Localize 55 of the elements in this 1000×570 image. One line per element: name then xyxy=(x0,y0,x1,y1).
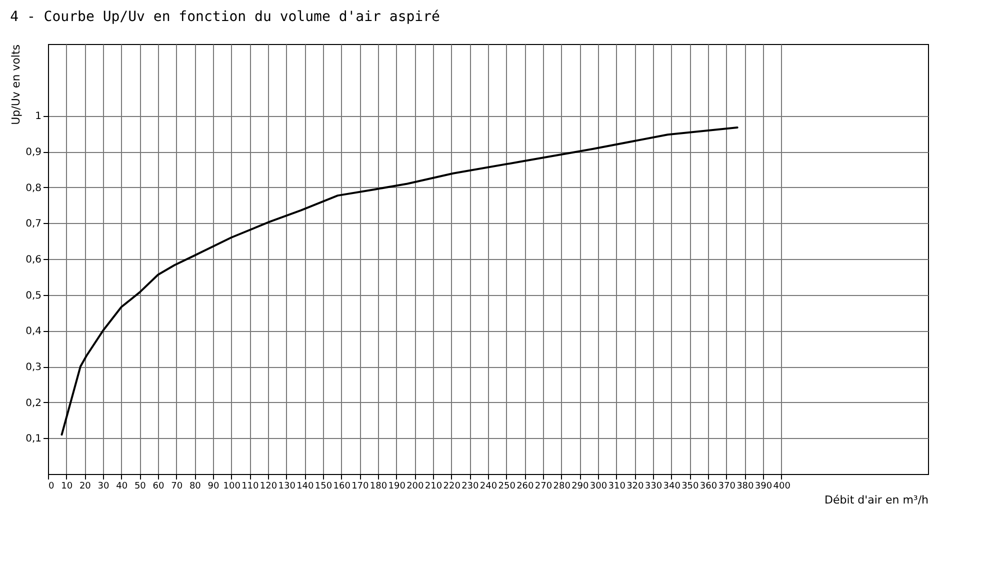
x-tick-label: 160 xyxy=(333,482,351,492)
y-tick-label: 0,1 xyxy=(26,434,42,445)
x-tick-label: 30 xyxy=(98,482,110,492)
x-tick-label: 0 xyxy=(48,482,54,492)
x-tick-label: 220 xyxy=(443,482,461,492)
x-tick-label: 290 xyxy=(572,482,590,492)
x-tick-label: 300 xyxy=(590,482,608,492)
y-tick-label: 0,8 xyxy=(26,182,42,194)
y-tick-label: 0,4 xyxy=(26,326,42,338)
x-tick-label: 120 xyxy=(260,482,278,492)
x-tick-label: 20 xyxy=(79,482,92,492)
x-tick-label: 210 xyxy=(424,482,442,492)
chart-title: 4 - Courbe Up/Uv en fonction du volume d'air aspiré xyxy=(10,9,440,25)
x-tick-label: 370 xyxy=(718,482,736,492)
x-tick-label: 150 xyxy=(314,482,332,492)
y-tick-label: 0,3 xyxy=(26,362,42,373)
x-tick-label: 240 xyxy=(480,482,498,492)
x-tick-label: 90 xyxy=(208,482,220,492)
x-tick-label: 40 xyxy=(116,482,128,492)
y-tick-label: 1 xyxy=(35,111,42,122)
x-axis-title: Débit d'air en m³/h xyxy=(824,494,929,506)
x-tick-label: 10 xyxy=(61,482,73,492)
x-tick-label: 180 xyxy=(370,482,388,492)
y-tick-label: 0,9 xyxy=(26,147,42,158)
x-tick-label: 310 xyxy=(608,482,626,492)
x-tick-label: 400 xyxy=(773,482,791,492)
x-tick-label: 50 xyxy=(134,482,146,492)
x-tick-label: 390 xyxy=(754,482,772,492)
x-tick-label: 320 xyxy=(626,482,644,492)
y-tick-label: 0,2 xyxy=(26,398,42,409)
x-tick-label: 170 xyxy=(352,482,370,492)
x-tick-label: 230 xyxy=(462,482,480,492)
x-tick-label: 270 xyxy=(534,482,552,492)
line-series xyxy=(60,126,738,436)
x-tick-label: 70 xyxy=(171,482,183,492)
x-tick-label: 360 xyxy=(700,482,718,492)
x-tick-label: 250 xyxy=(498,482,516,492)
x-tick-label: 280 xyxy=(553,482,571,492)
x-tick-label: 110 xyxy=(242,482,260,492)
x-tick-label: 340 xyxy=(663,482,681,492)
y-tick-label: 0,5 xyxy=(26,290,42,302)
x-tick-label: 60 xyxy=(152,482,164,492)
y-tick-label: 0,6 xyxy=(26,254,42,266)
x-tick-label: 140 xyxy=(296,482,314,492)
x-tick-label: 350 xyxy=(682,482,700,492)
x-tick-label: 80 xyxy=(189,482,202,492)
x-tick-label: 130 xyxy=(278,482,296,492)
x-tick-label: 200 xyxy=(406,482,424,492)
y-tick-label: 0,7 xyxy=(26,218,42,230)
x-tick-label: 190 xyxy=(388,482,406,492)
x-tick-label: 100 xyxy=(223,482,241,492)
x-tick-label: 330 xyxy=(644,482,662,492)
x-tick-label: 380 xyxy=(736,482,754,492)
y-axis-title: Up/Uv en volts xyxy=(10,44,23,125)
x-tick-label: 260 xyxy=(516,482,534,492)
